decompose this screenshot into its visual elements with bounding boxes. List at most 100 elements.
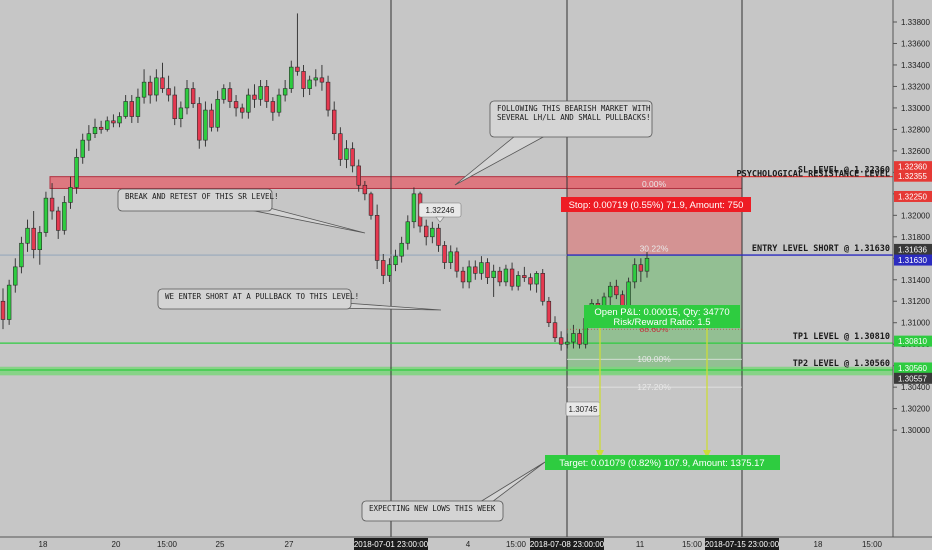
candle[interactable]	[466, 260, 472, 289]
candle[interactable]	[258, 79, 263, 106]
candle[interactable]	[644, 251, 650, 278]
candle[interactable]	[190, 82, 196, 108]
candle[interactable]	[301, 64, 306, 98]
candle[interactable]	[31, 211, 36, 259]
candle[interactable]	[503, 264, 509, 287]
candle[interactable]	[178, 101, 184, 128]
candle[interactable]	[252, 84, 257, 108]
candle[interactable]	[141, 69, 147, 104]
candle[interactable]	[362, 180, 368, 201]
candle[interactable]	[221, 84, 227, 104]
annotation-new-lows[interactable]: EXPECTING NEW LOWS THIS WEEK	[361, 461, 546, 522]
candle[interactable]	[614, 279, 619, 300]
candle[interactable]	[577, 329, 582, 349]
candle[interactable]	[25, 219, 30, 252]
candle[interactable]	[43, 191, 49, 237]
y-axis[interactable]: 1.33800 1.33600 1.33400 1.33200 1.33000 1.328…	[892, 0, 932, 537]
candle[interactable]	[246, 88, 251, 119]
candle[interactable]	[491, 264, 496, 297]
candle[interactable]	[307, 75, 312, 96]
candle[interactable]	[381, 253, 386, 285]
annotation-break-retest[interactable]: BREAK AND RETEST OF THIS SR LEVEL!	[117, 188, 366, 234]
x-axis[interactable]: 18 20 15:00 25 27 2018-07-01 23:00:00 4 15:00 20…	[0, 536, 932, 550]
candle[interactable]	[515, 271, 521, 291]
candle[interactable]	[540, 269, 545, 306]
candle[interactable]	[98, 120, 104, 134]
candle[interactable]	[565, 333, 570, 349]
candle[interactable]	[105, 116, 110, 132]
candle[interactable]	[607, 281, 613, 306]
candle[interactable]	[368, 191, 374, 220]
candle[interactable]	[460, 266, 466, 289]
candle[interactable]	[295, 13, 300, 76]
candle[interactable]	[374, 204, 380, 270]
candle[interactable]	[497, 266, 503, 287]
candle[interactable]	[0, 288, 6, 330]
candle[interactable]	[289, 60, 294, 93]
candle[interactable]	[338, 127, 343, 166]
candle[interactable]	[325, 75, 331, 117]
candle[interactable]	[215, 90, 220, 132]
candle[interactable]	[344, 140, 349, 169]
candle[interactable]	[552, 316, 558, 343]
candle[interactable]	[454, 247, 460, 278]
candle[interactable]	[154, 69, 159, 102]
candle[interactable]	[276, 88, 282, 117]
candle[interactable]	[632, 258, 637, 289]
annotation-bearish[interactable]: FOLLOWING THIS BEARISH MARKET WITHSEVERA…	[454, 100, 653, 186]
candle[interactable]	[203, 101, 208, 147]
candle[interactable]	[473, 260, 478, 280]
candle[interactable]	[80, 133, 85, 164]
candle[interactable]	[239, 103, 245, 119]
candle[interactable]	[448, 245, 453, 270]
candle[interactable]	[485, 258, 490, 285]
candle[interactable]	[522, 266, 527, 282]
candle[interactable]	[534, 271, 539, 293]
candle[interactable]	[227, 82, 233, 108]
stop-box[interactable]: Stop: 0.00719 (0.55%) 71.9, Amount: 750	[561, 197, 751, 212]
candle[interactable]	[13, 258, 18, 293]
target-box[interactable]: Target: 0.01079 (0.82%) 107.9, Amount: 1…	[545, 455, 780, 470]
candle[interactable]	[233, 95, 239, 117]
annotations[interactable]: FOLLOWING THIS BEARISH MARKET WITHSEVERA…	[117, 100, 780, 522]
candle[interactable]	[571, 324, 576, 349]
candle[interactable]	[282, 79, 288, 102]
candle[interactable]	[638, 258, 644, 282]
candle[interactable]	[111, 114, 116, 128]
candle[interactable]	[479, 256, 484, 280]
candle[interactable]	[184, 79, 190, 115]
candle[interactable]	[147, 75, 153, 104]
candle[interactable]	[319, 64, 325, 91]
candle[interactable]	[74, 148, 79, 194]
candle[interactable]	[135, 88, 141, 123]
candle[interactable]	[92, 118, 98, 138]
candle[interactable]	[129, 95, 135, 123]
candle[interactable]	[313, 69, 319, 87]
open-pl-box[interactable]: Open P&L: 0.00015, Qty: 34770Risk/Reward…	[584, 305, 740, 458]
candle[interactable]	[123, 95, 128, 119]
candle[interactable]	[423, 219, 429, 246]
candle[interactable]	[55, 206, 61, 239]
candle[interactable]	[393, 249, 398, 272]
candle[interactable]	[387, 258, 392, 282]
candle[interactable]	[197, 97, 202, 149]
candle[interactable]	[546, 296, 552, 328]
candle[interactable]	[405, 215, 411, 250]
candle[interactable]	[442, 241, 447, 270]
candle[interactable]	[509, 262, 515, 291]
candle[interactable]	[528, 273, 533, 291]
candle[interactable]	[264, 79, 269, 108]
candle[interactable]	[160, 62, 165, 93]
candle[interactable]	[430, 221, 435, 244]
candle[interactable]	[399, 236, 404, 263]
annotation-enter-short[interactable]: WE ENTER SHORT AT A PULLBACK TO THIS LEV…	[157, 288, 442, 311]
candle[interactable]	[166, 75, 171, 102]
candle[interactable]	[19, 236, 24, 274]
candle[interactable]	[436, 223, 441, 252]
candle[interactable]	[350, 142, 355, 173]
candle[interactable]	[172, 86, 177, 126]
candle[interactable]	[117, 112, 122, 128]
candle[interactable]	[37, 226, 43, 265]
candle[interactable]	[6, 279, 12, 325]
